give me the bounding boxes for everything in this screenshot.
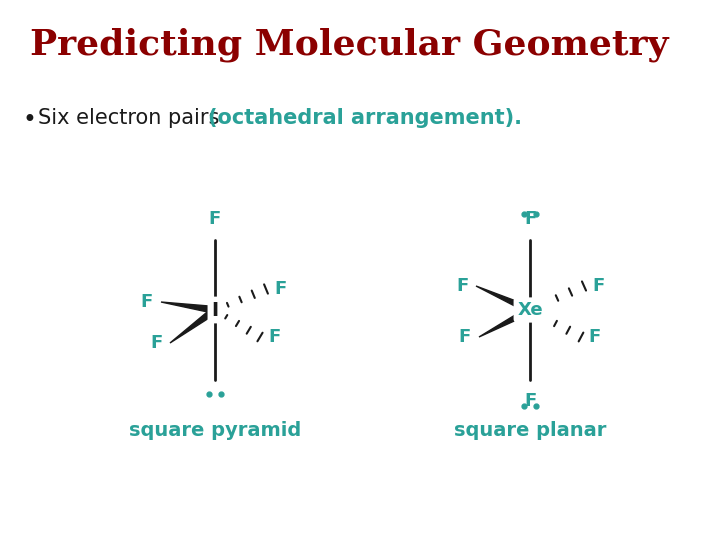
Text: F: F [209,210,221,228]
Text: F: F [141,293,153,311]
Text: F: F [456,277,468,295]
Text: Six electron pairs: Six electron pairs [38,108,226,128]
Polygon shape [170,307,217,343]
Text: square planar: square planar [454,421,606,440]
Text: Xe: Xe [517,301,543,319]
Polygon shape [161,302,215,313]
Text: F: F [524,210,536,228]
Text: I: I [212,300,219,320]
Text: F: F [150,334,162,352]
Text: •: • [22,108,36,132]
Text: F: F [524,392,536,410]
Text: F: F [592,277,604,295]
Polygon shape [476,286,531,313]
Text: Predicting Molecular Geometry: Predicting Molecular Geometry [30,28,668,63]
Text: F: F [589,328,601,346]
Polygon shape [479,307,531,337]
Text: F: F [268,328,280,346]
Text: square pyramid: square pyramid [129,421,301,440]
Text: F: F [274,280,286,298]
Text: F: F [459,328,471,346]
Text: (octahedral arrangement).: (octahedral arrangement). [208,108,522,128]
